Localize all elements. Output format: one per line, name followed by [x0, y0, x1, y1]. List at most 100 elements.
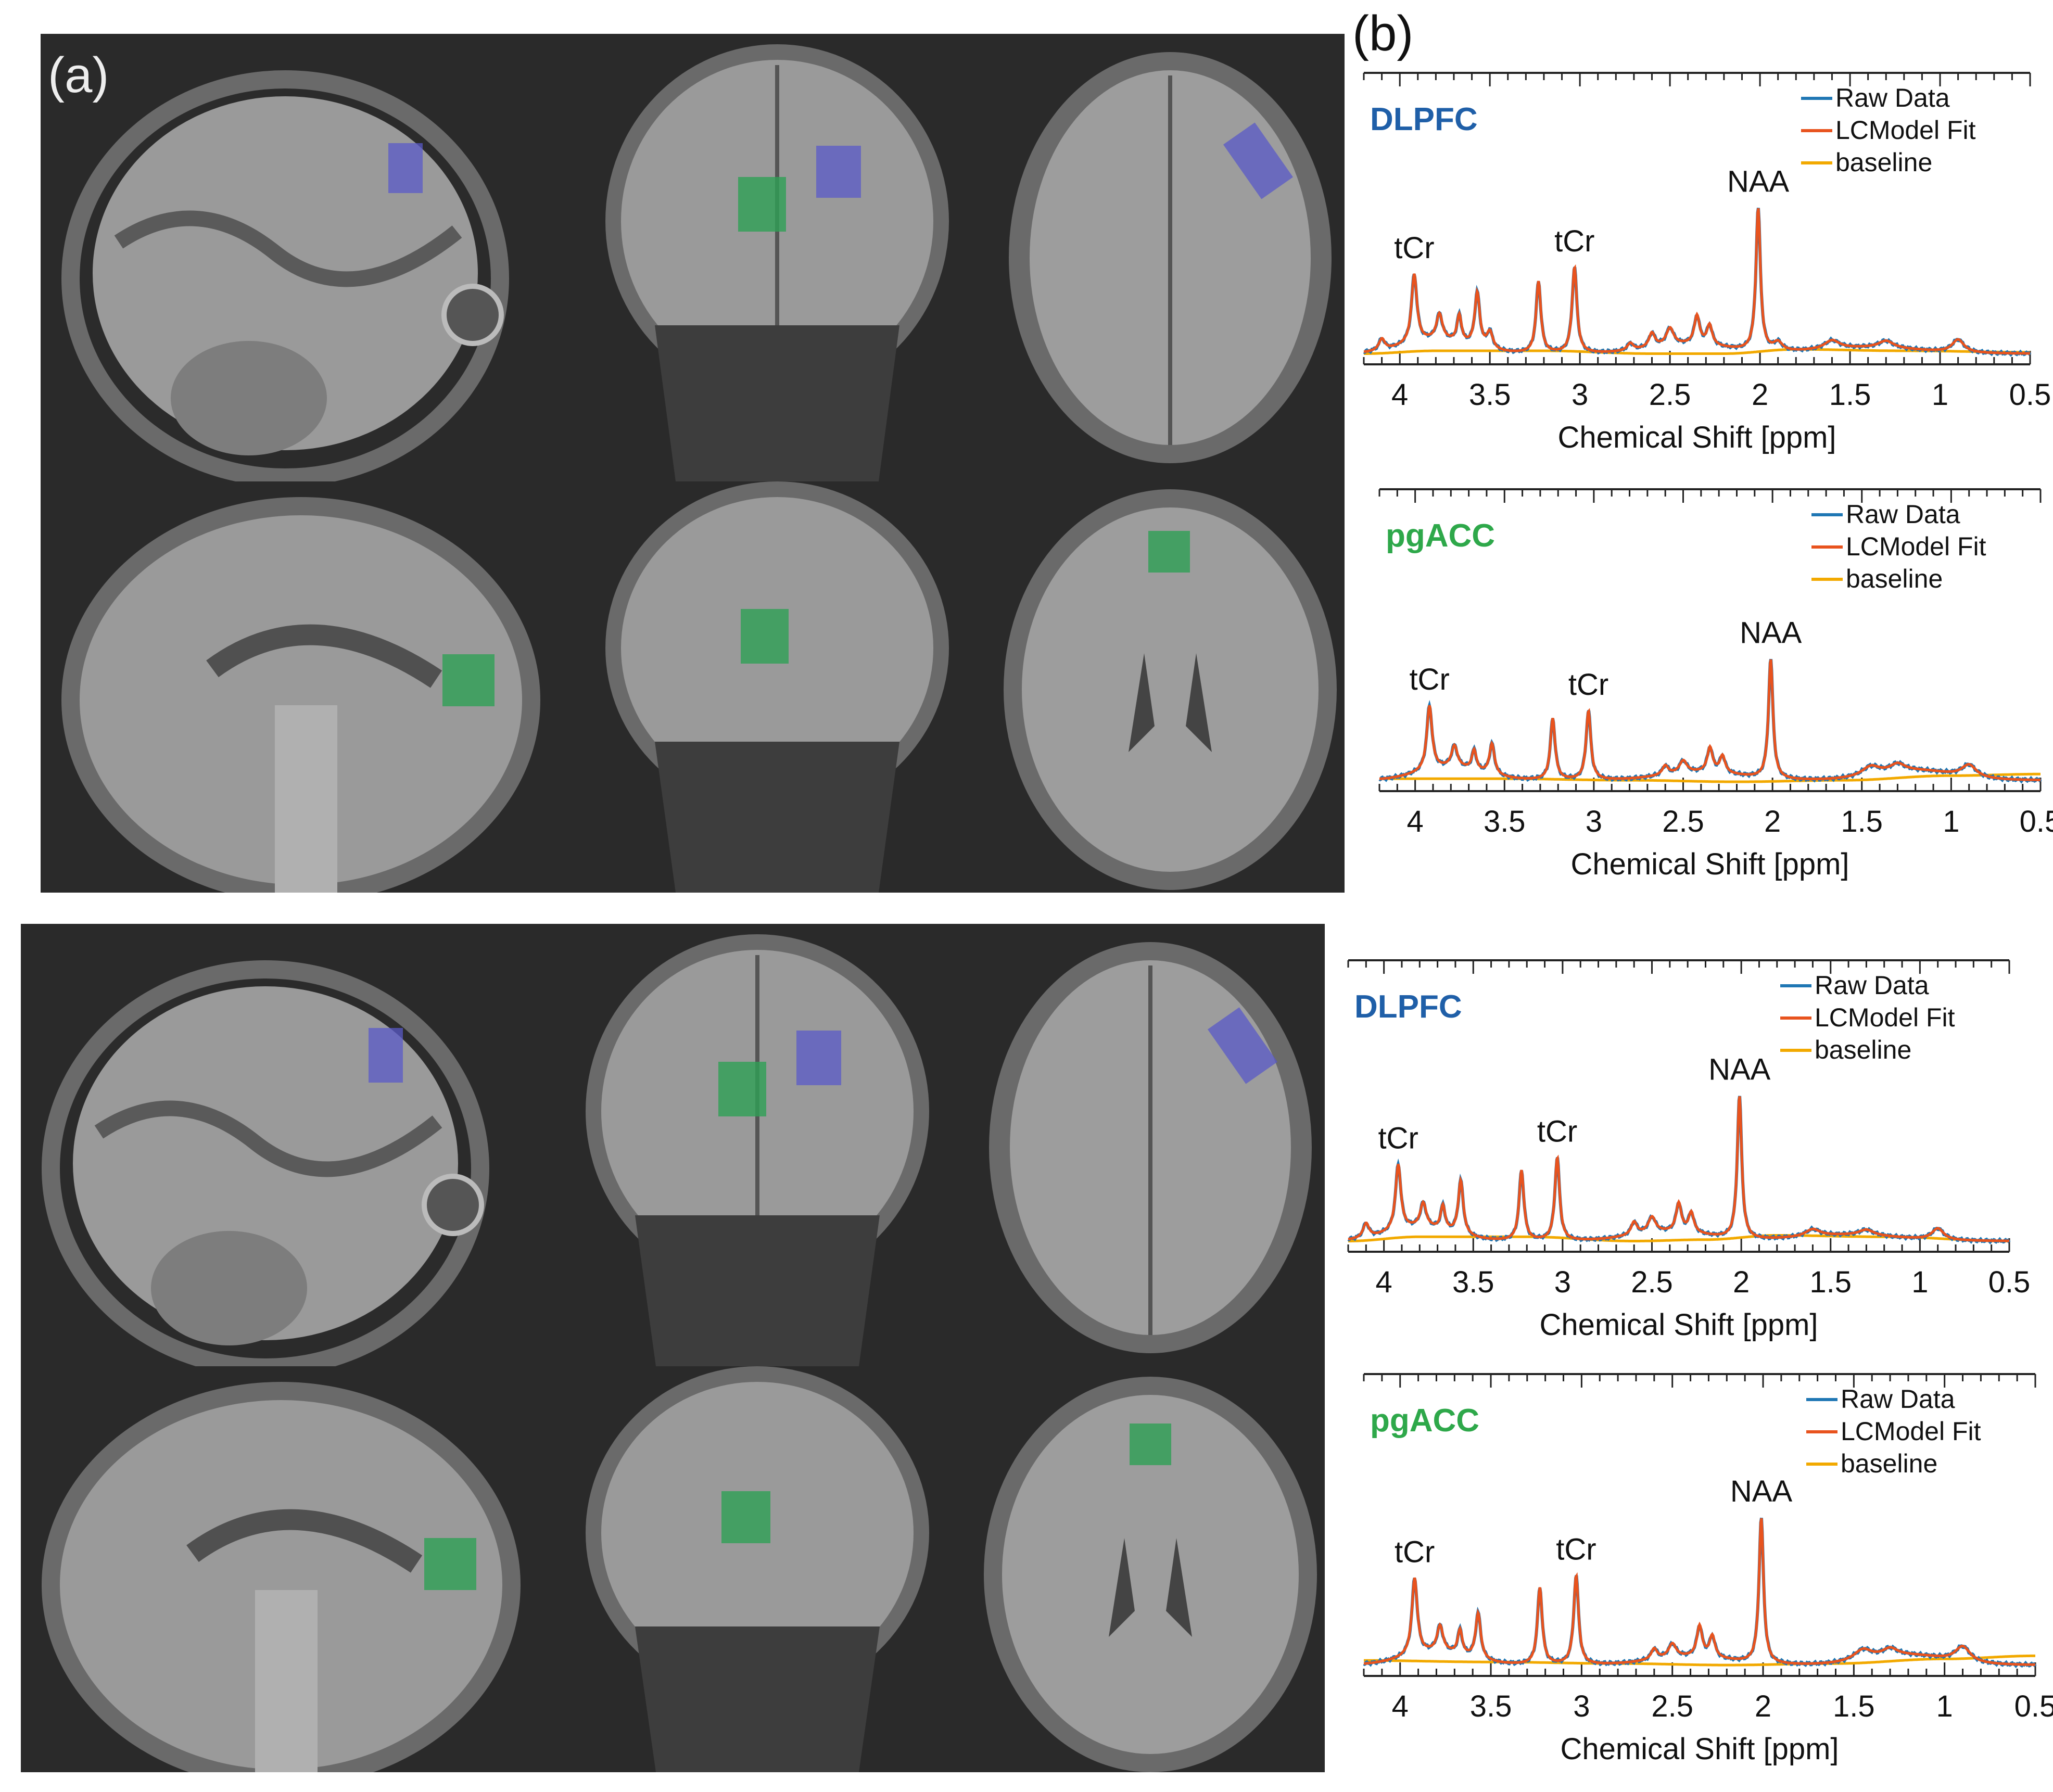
x-tick-label: 3.5 — [1484, 805, 1526, 838]
voi-pgacc — [442, 654, 495, 706]
brain-coronal-image — [605, 44, 949, 481]
mri-sagittal-dlpfc — [21, 924, 502, 1366]
brain-sagittal-image — [61, 497, 540, 893]
legend-label: baseline — [1815, 1035, 1911, 1064]
x-tick-label: 2.5 — [1631, 1265, 1673, 1299]
brain-sagittal-image — [61, 70, 509, 481]
panel-label-a: (a) — [48, 47, 109, 103]
legend-label: Raw Data — [1815, 971, 1929, 1000]
region-title: pgACC — [1370, 1403, 1479, 1439]
brain-sagittal-image — [42, 1382, 521, 1772]
voi-dlpfc — [388, 143, 423, 193]
x-tick-label: 1 — [1936, 1689, 1953, 1723]
x-tick-label: 1 — [1943, 805, 1959, 838]
series-baseline — [1379, 772, 2041, 783]
legend-label: baseline — [1846, 564, 1943, 593]
legend-label: Raw Data — [1835, 83, 1950, 112]
voi-dlpfc — [1223, 122, 1294, 199]
peak-label: NAA — [1730, 1475, 1793, 1508]
x-tick-label: 3.5 — [1470, 1689, 1512, 1723]
peak-label: tCr — [1395, 1535, 1435, 1569]
x-tick-label: 4 — [1407, 805, 1424, 838]
mri-panel-bottom — [21, 924, 1325, 1772]
peak-label: tCr — [1378, 1121, 1418, 1155]
region-title: DLPFC — [1354, 989, 1462, 1025]
voi-dlpfc — [1207, 1007, 1278, 1084]
x-tick-label: 1.5 — [1809, 1265, 1852, 1299]
legend-label: LCModel Fit — [1815, 1003, 1955, 1032]
voi-pgacc — [1148, 531, 1190, 573]
x-tick-label: 3.5 — [1469, 378, 1511, 412]
x-tick-label: 2.5 — [1649, 378, 1691, 412]
mri-coronal-pgacc — [561, 481, 993, 893]
peak-label: tCr — [1537, 1114, 1577, 1148]
x-tick-label: 0.5 — [1988, 1265, 2031, 1299]
brain-axial-image — [989, 942, 1312, 1353]
voi-pgacc — [424, 1538, 476, 1590]
x-tick-label: 2.5 — [1651, 1689, 1693, 1723]
x-tick-label: 1.5 — [1829, 378, 1871, 412]
peak-label: NAA — [1708, 1053, 1771, 1087]
series-lcmodel-fit — [1379, 659, 2041, 781]
x-axis-label: Chemical Shift [ppm] — [1570, 847, 1849, 881]
spectrum-chart-top-dlpfc: 4 3.5 3 2.5 2 1.5 1 0.5 Chemical Shift [ppm] DLPF… — [1363, 72, 2051, 454]
x-tick-label: 0.5 — [2014, 1689, 2053, 1723]
spectrum-chart-bottom-dlpfc: 4 3.5 3 2.5 2 1.5 1 0.5 Chemical Shift [ppm] DLPF… — [1347, 959, 2030, 1342]
panel-label-b: (b) — [1352, 6, 1414, 61]
peak-label: NAA — [1740, 616, 1802, 650]
mri-axial-top — [998, 34, 1345, 481]
x-tick-label: 3 — [1573, 1689, 1590, 1723]
x-tick-label: 3 — [1554, 1265, 1571, 1299]
voi-pgacc — [741, 609, 789, 664]
x-tick-label: 4 — [1391, 378, 1408, 412]
peak-label: tCr — [1394, 231, 1434, 265]
x-tick-label: 0.5 — [2020, 805, 2053, 838]
voi-pgacc — [721, 1491, 770, 1543]
legend-label: Raw Data — [1841, 1384, 1955, 1414]
voi-pgacc — [738, 177, 786, 232]
x-tick-label: 3.5 — [1452, 1265, 1494, 1299]
peak-label: tCr — [1409, 663, 1449, 696]
peak-label: tCr — [1556, 1532, 1596, 1566]
mri-sagittal-dlpfc — [41, 34, 522, 481]
voi-pgacc — [1130, 1424, 1171, 1465]
spectrum-chart-top-pgacc: 4 3.5 3 2.5 2 1.5 1 0.5 Chemical Shift [ppm] pgAC… — [1378, 488, 2053, 881]
brain-coronal-image — [586, 934, 929, 1366]
x-tick-label: 1.5 — [1841, 805, 1883, 838]
legend-label: baseline — [1835, 148, 1932, 177]
series-baseline — [1364, 1654, 2035, 1667]
x-tick-label: 3 — [1586, 805, 1602, 838]
series-lcmodel-fit — [1363, 1518, 2036, 1666]
mri-coronal-top — [561, 34, 993, 481]
peak-label: tCr — [1554, 224, 1594, 258]
brain-coronal-image — [586, 1366, 929, 1772]
region-title: pgACC — [1386, 518, 1495, 554]
x-tick-label: 2.5 — [1662, 805, 1704, 838]
legend-label: baseline — [1841, 1449, 1937, 1478]
brain-coronal-image — [605, 481, 949, 893]
mri-axial-dlpfc — [979, 924, 1325, 1366]
mri-coronal-pgacc — [541, 1366, 973, 1772]
mri-panel-top — [41, 34, 1345, 893]
brain-axial-image — [1004, 489, 1337, 890]
x-tick-label: 2 — [1733, 1265, 1750, 1299]
legend-label: LCModel Fit — [1846, 532, 1986, 561]
brain-axial-image — [984, 1377, 1317, 1772]
voi-dlpfc — [796, 1031, 841, 1085]
series-lcmodel-fit — [1363, 208, 2030, 355]
x-tick-label: 4 — [1392, 1689, 1409, 1723]
brain-sagittal-image — [42, 960, 489, 1366]
mri-sagittal-pgacc — [21, 1366, 541, 1772]
voi-pgacc — [718, 1062, 766, 1116]
mri-sagittal-pgacc — [41, 481, 561, 893]
peak-label: tCr — [1568, 668, 1608, 702]
x-axis-label: Chemical Shift [ppm] — [1539, 1308, 1818, 1342]
x-tick-label: 0.5 — [2009, 378, 2051, 412]
mri-axial-pgacc — [979, 1366, 1325, 1772]
mri-coronal-dlpfc — [541, 924, 973, 1366]
x-tick-label: 1 — [1911, 1265, 1928, 1299]
series-lcmodel-fit — [1348, 1096, 2009, 1242]
mri-axial-pgacc — [998, 481, 1345, 893]
voi-dlpfc — [816, 146, 861, 198]
x-tick-label: 2 — [1755, 1689, 1771, 1723]
